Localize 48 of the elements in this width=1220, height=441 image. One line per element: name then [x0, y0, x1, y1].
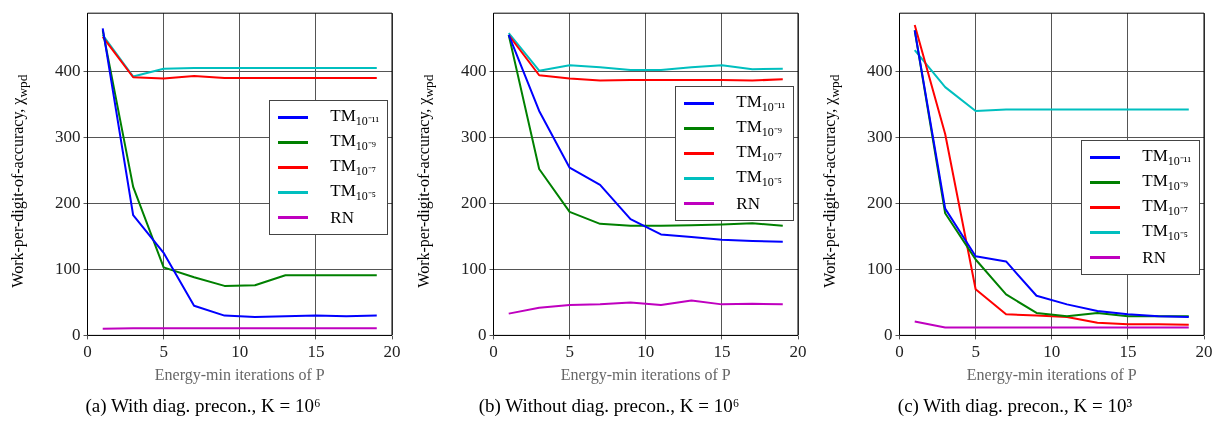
y-tick-label: 100: [867, 258, 893, 278]
legend-label: TM$_{10⁻⁹}$: [330, 130, 376, 155]
y-tick-label: 300: [461, 126, 487, 146]
x-tick-label: 15: [307, 342, 325, 362]
x-axis-title: Energy-min iterations of P: [154, 365, 325, 384]
text: (b) Without diag. precon., K = 10⁶: [477, 395, 741, 417]
y-tick-label: 100: [55, 258, 81, 278]
y-tick-label: 200: [55, 192, 81, 212]
x-tick-label: 5: [159, 342, 168, 362]
text: (a) With diag. precon., K = 10⁶: [84, 395, 322, 417]
legend-label: TM$_{10⁻¹¹}$: [736, 91, 785, 116]
legend-label: TM$_{10⁻⁹}$: [736, 116, 782, 141]
legend-label: RN: [736, 193, 760, 214]
x-tick-label: 15: [1119, 342, 1137, 362]
y-tick-label: 0: [884, 324, 893, 344]
legend-label: TM$_{10⁻⁷}$: [330, 155, 376, 180]
x-axis-title: Energy-min iterations of P: [966, 365, 1137, 384]
y-tick-label: 400: [461, 60, 487, 80]
y-tick-label: 300: [867, 126, 893, 146]
y-tick-label: 200: [867, 192, 893, 212]
legend-label: TM$_{10⁻¹¹}$: [1142, 145, 1191, 170]
x-tick-label: 15: [713, 342, 731, 362]
y-tick-label: 300: [55, 126, 81, 146]
x-tick-label: 5: [971, 342, 980, 362]
y-tick-label: 200: [461, 192, 487, 212]
legend-label: RN: [1142, 247, 1166, 268]
legend-label: TM$_{10⁻⁷}$: [736, 141, 782, 166]
legend-label: TM$_{10⁻⁵}$: [736, 166, 782, 191]
x-axis-title: Energy-min iterations of P: [560, 365, 731, 384]
legend-label: TM$_{10⁻⁵}$: [330, 180, 376, 205]
legend-label: TM$_{10⁻¹¹}$: [330, 105, 379, 130]
legend-label: RN: [330, 207, 354, 228]
x-tick-label: 20: [789, 342, 807, 362]
legend-label: TM$_{10⁻⁵}$: [1142, 220, 1188, 245]
y-tick-label: 0: [478, 324, 487, 344]
x-tick-label: 5: [565, 342, 574, 362]
text: (c) With diag. precon., K = 10³: [896, 395, 1134, 417]
x-tick-label: 10: [637, 342, 655, 362]
x-tick-label: 20: [1195, 342, 1213, 362]
legend-label: TM$_{10⁻⁷}$: [1142, 195, 1188, 220]
legend-label: TM$_{10⁻⁹}$: [1142, 170, 1188, 195]
x-tick-label: 10: [1043, 342, 1061, 362]
y-tick-label: 400: [55, 60, 81, 80]
x-tick-label: 20: [383, 342, 401, 362]
x-tick-label: 10: [231, 342, 249, 362]
y-tick-label: 100: [461, 258, 487, 278]
y-tick-label: 0: [72, 324, 81, 344]
y-tick-label: 400: [867, 60, 893, 80]
